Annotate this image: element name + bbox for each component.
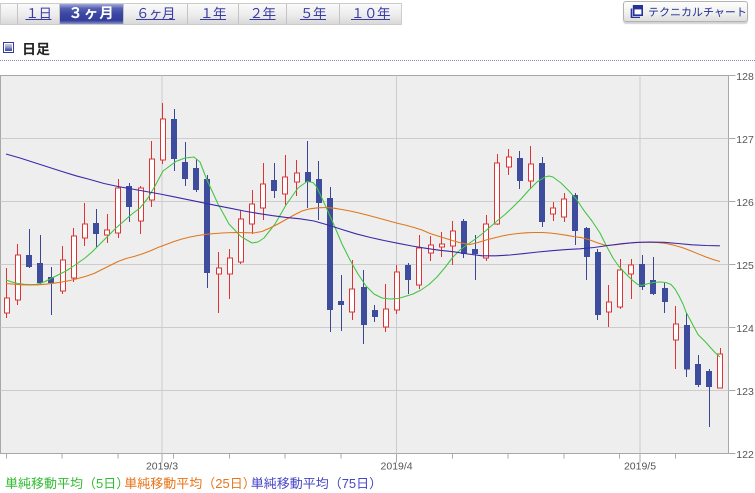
svg-text:2019/3: 2019/3 bbox=[146, 461, 178, 473]
svg-text:127: 127 bbox=[736, 134, 754, 146]
svg-text:126: 126 bbox=[736, 197, 754, 209]
svg-text:128: 128 bbox=[736, 71, 754, 83]
svg-text:122: 122 bbox=[736, 449, 754, 461]
svg-text:123: 123 bbox=[736, 386, 754, 398]
svg-text:2019/4: 2019/4 bbox=[381, 461, 413, 473]
svg-text:125: 125 bbox=[736, 260, 754, 272]
svg-text:2019/5: 2019/5 bbox=[624, 461, 656, 473]
svg-text:124: 124 bbox=[736, 323, 754, 335]
